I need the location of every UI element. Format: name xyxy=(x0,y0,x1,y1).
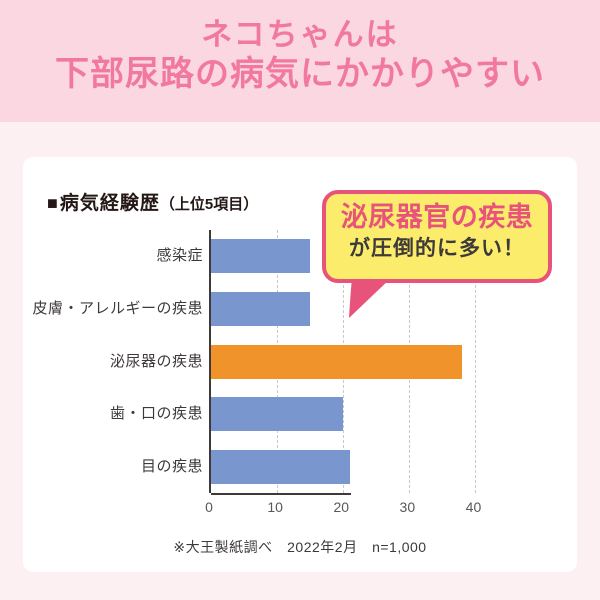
category-label-1: 皮膚・アレルギーの疾患 xyxy=(32,299,203,317)
x-axis-baseline xyxy=(211,493,351,495)
x-tick-30: 30 xyxy=(399,499,416,515)
header-line2: 下部尿路の病気にかかりやすい xyxy=(55,54,545,93)
bar-chart-plot xyxy=(209,230,492,495)
callout-line2: が圧倒的に多い！ xyxy=(349,236,525,260)
callout-bubble: 泌尿器官の疾患 が圧倒的に多い！ xyxy=(322,190,552,283)
category-label-0: 感染症 xyxy=(156,247,203,265)
callout-tail-icon xyxy=(349,277,392,318)
bar-1 xyxy=(211,291,311,326)
header-line1: ネコちゃんは xyxy=(201,17,399,52)
bar-2 xyxy=(211,344,463,379)
bar-4 xyxy=(211,449,350,484)
chart-title-sub: （上位5項目） xyxy=(159,196,259,213)
x-tick-0: 0 xyxy=(205,499,213,515)
category-label-2: 泌尿器の疾患 xyxy=(109,352,203,370)
x-tick-40: 40 xyxy=(465,499,482,515)
source-footnote: ※大王製紙調べ 2022年2月 n=1,000 xyxy=(173,539,427,555)
bar-0 xyxy=(211,239,311,274)
x-tick-20: 20 xyxy=(333,499,350,515)
category-label-3: 歯・口の疾患 xyxy=(109,405,203,423)
chart-card: ■ 病気経験歴（上位5項目） 感染症皮膚・アレルギーの疾患泌尿器の疾患 歯・口の疾患… xyxy=(23,157,577,572)
gridline-40 xyxy=(475,230,477,493)
bar-3 xyxy=(211,397,344,432)
chart-title-main: 病気経験歴 xyxy=(59,193,160,214)
header-banner: ネコちゃんは 下部尿路の病気にかかりやすい xyxy=(0,0,600,122)
x-tick-10: 10 xyxy=(267,499,283,515)
chart-title: ■ 病気経験歴（上位5項目） xyxy=(47,188,258,215)
callout-line1: 泌尿器官の疾患 xyxy=(340,202,534,232)
category-label-4: 目の疾患 xyxy=(140,457,203,475)
title-square-icon: ■ xyxy=(47,193,58,213)
